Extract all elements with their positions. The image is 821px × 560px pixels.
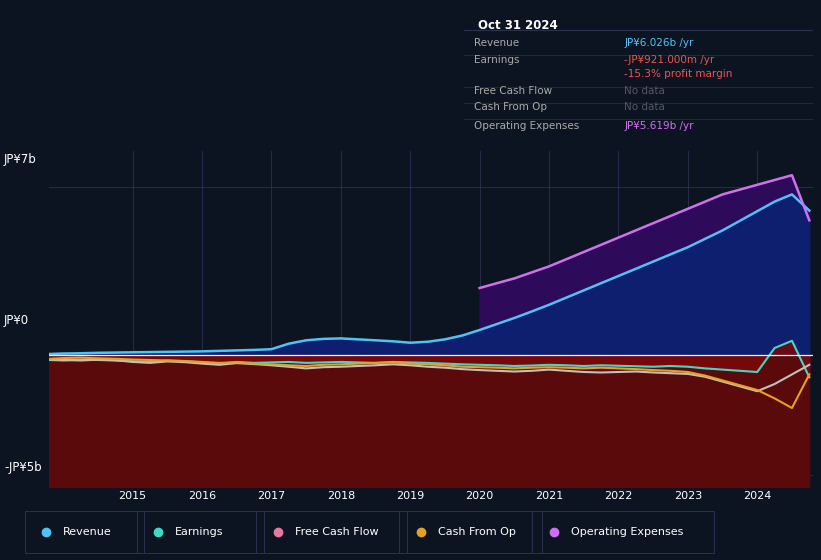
Text: Oct 31 2024: Oct 31 2024 bbox=[478, 20, 557, 32]
Text: Free Cash Flow: Free Cash Flow bbox=[295, 527, 378, 537]
Text: JP¥5.619b /yr: JP¥5.619b /yr bbox=[624, 122, 694, 132]
Text: No data: No data bbox=[624, 102, 665, 112]
Text: -JP¥5b: -JP¥5b bbox=[4, 461, 42, 474]
Text: Revenue: Revenue bbox=[63, 527, 112, 537]
Text: Revenue: Revenue bbox=[475, 38, 520, 48]
Text: -JP¥921.000m /yr: -JP¥921.000m /yr bbox=[624, 55, 714, 66]
Text: -15.3% profit margin: -15.3% profit margin bbox=[624, 69, 733, 79]
Text: Operating Expenses: Operating Expenses bbox=[571, 527, 683, 537]
Text: Earnings: Earnings bbox=[175, 527, 223, 537]
Text: JP¥0: JP¥0 bbox=[4, 314, 30, 327]
Text: No data: No data bbox=[624, 86, 665, 96]
Text: Cash From Op: Cash From Op bbox=[438, 527, 516, 537]
Text: Earnings: Earnings bbox=[475, 55, 520, 66]
Text: JP¥7b: JP¥7b bbox=[4, 153, 37, 166]
Text: Cash From Op: Cash From Op bbox=[475, 102, 548, 112]
Text: Free Cash Flow: Free Cash Flow bbox=[475, 86, 553, 96]
Text: Operating Expenses: Operating Expenses bbox=[475, 122, 580, 132]
Text: JP¥6.026b /yr: JP¥6.026b /yr bbox=[624, 38, 694, 48]
